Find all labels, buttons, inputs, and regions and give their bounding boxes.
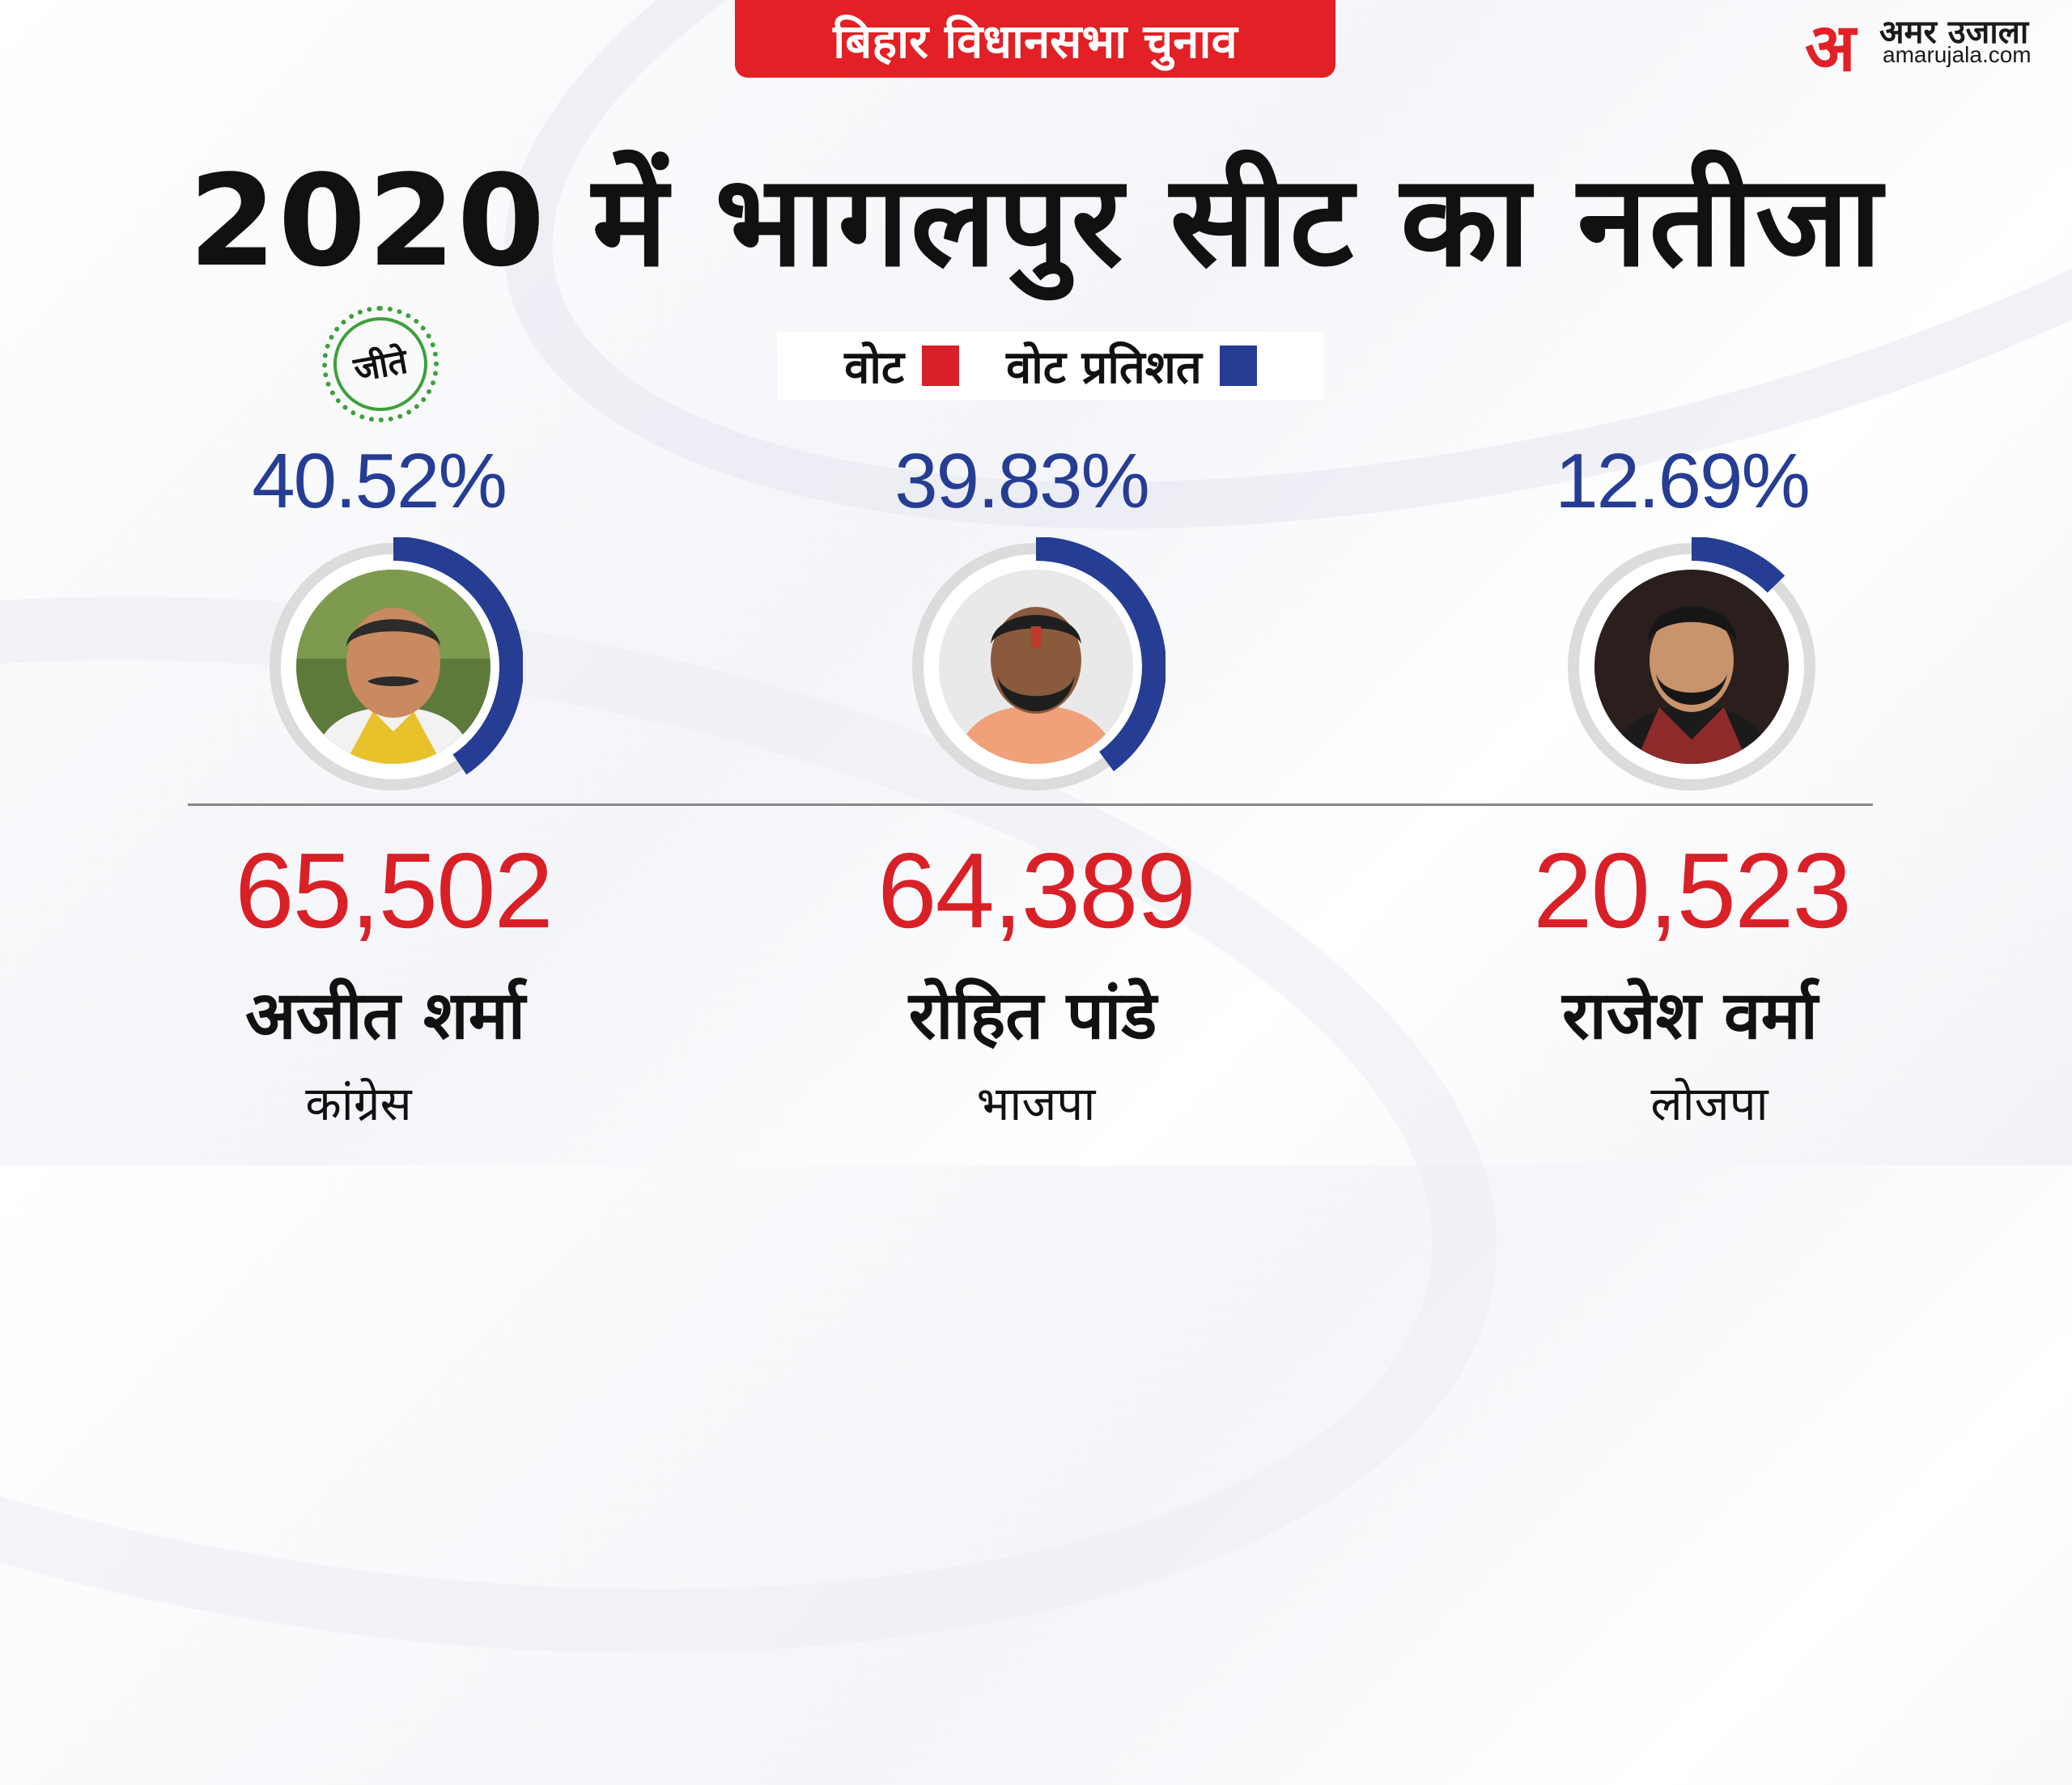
legend: वोट वोट प्रतिशत	[777, 332, 1324, 400]
candidate-name: रोहित पांडे	[908, 977, 1157, 1054]
amar-ujala-logo: अ अमर उजाला amarujala.com	[1805, 5, 2064, 87]
candidate-percent: 40.52%	[252, 438, 507, 524]
candidate-ring	[264, 536, 524, 796]
legend-votes-swatch	[922, 346, 960, 386]
legend-percent-swatch	[1219, 346, 1257, 386]
candidate-name: राजेश वर्मा	[1562, 977, 1818, 1054]
vote-share-arc	[1035, 536, 1166, 772]
winner-badge-label: जीते	[325, 309, 435, 419]
vote-share-arc	[1691, 536, 1785, 593]
candidate-percent: 12.69%	[1555, 438, 1811, 524]
page-title: 2020 में भागलपुर सीट का नतीजा	[189, 147, 1883, 295]
logo-letter: अ	[1805, 9, 1856, 87]
legend-percent-label: वोट प्रतिशत	[1006, 341, 1202, 394]
candidate-party: लोजपा	[1650, 1076, 1768, 1131]
candidate-party: भाजपा	[976, 1076, 1096, 1131]
candidate-name: अजीत शर्मा	[244, 977, 526, 1054]
candidate-votes: 20,523	[1533, 831, 1852, 950]
legend-votes-label: वोट	[844, 341, 905, 394]
candidate-photo	[296, 570, 490, 764]
candidate-photo	[939, 570, 1133, 764]
vote-share-arc	[393, 536, 524, 775]
candidate-ring	[906, 536, 1166, 796]
candidate-votes: 65,502	[235, 831, 554, 950]
candidate-percent: 39.83%	[894, 438, 1150, 524]
candidate-photo	[1594, 570, 1789, 764]
candidate-party: कांग्रेस	[305, 1076, 412, 1131]
candidate-ring	[1562, 536, 1821, 796]
logo-url: amarujala.com	[1883, 42, 2032, 67]
winner-badge: जीते	[322, 306, 439, 422]
candidate-votes: 64,389	[877, 831, 1196, 950]
election-tag: बिहार विधानसभा चुनाव	[735, 0, 1335, 78]
logo-name: अमर उजाला	[1879, 14, 2029, 51]
divider	[188, 803, 1873, 806]
